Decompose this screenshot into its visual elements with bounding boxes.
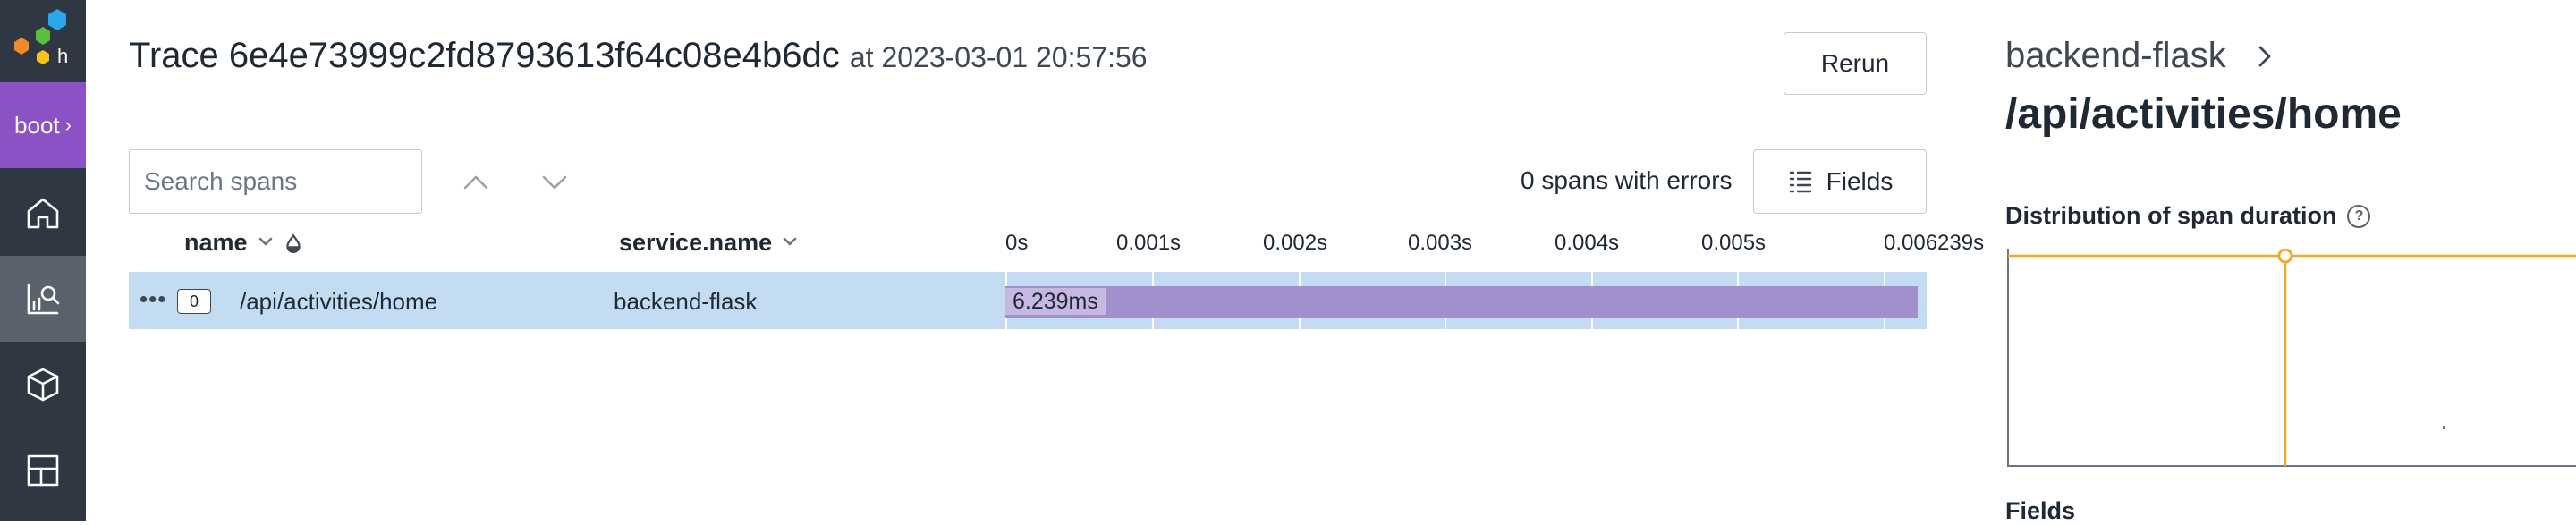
column-header-service[interactable]: service.name: [619, 229, 799, 257]
more-options-icon[interactable]: •••: [140, 285, 167, 312]
sidebar-item-query[interactable]: [0, 256, 86, 342]
trace-timestamp: at 2023-03-01 20:57:56: [849, 41, 1148, 73]
column-header-service-label: service.name: [619, 229, 773, 256]
span-duration-distribution-chart: [2007, 249, 2576, 467]
selected-span-point[interactable]: [2277, 249, 2293, 264]
span-duration-bar[interactable]: [1005, 286, 1918, 318]
chevron-down-icon: [257, 229, 275, 257]
timeline-tick-label: 0.005s: [1701, 231, 1767, 255]
column-header-name-label: name: [184, 229, 248, 256]
span-duration-label: 6.239ms: [1005, 288, 1106, 315]
svg-text:h: h: [57, 45, 68, 67]
query-icon: [27, 283, 60, 315]
environment-switcher[interactable]: boot ›: [0, 82, 86, 168]
cube-icon: [27, 368, 59, 402]
timeline-tick-label: 0s: [1005, 231, 1029, 255]
left-sidebar: h boot ›: [0, 0, 86, 521]
boards-icon: [27, 454, 59, 487]
help-icon[interactable]: ?: [2347, 204, 2371, 228]
child-count-badge[interactable]: 0: [177, 289, 211, 314]
timeline-tick-label: 0.002s: [1263, 231, 1328, 255]
sidebar-item-home[interactable]: [0, 170, 86, 256]
distribution-label: Distribution of span duration: [2005, 202, 2337, 229]
previous-match-button[interactable]: [454, 161, 497, 204]
distribution-heading: Distribution of span duration ?: [2005, 202, 2371, 230]
home-icon: [27, 198, 59, 229]
timeline-tick-label: 0.006239s: [1884, 231, 1985, 255]
honeycomb-logo-icon[interactable]: h: [11, 7, 75, 68]
span-name: /api/activities/home: [240, 288, 438, 315]
timeline-tick-label: 0.004s: [1555, 231, 1620, 255]
sidebar-item-datasets[interactable]: [0, 342, 86, 428]
chevron-up-icon: [463, 175, 488, 190]
chevron-right-icon: ›: [64, 114, 72, 136]
page-title: Trace 6e4e73999c2fd8793613f64c08e4b6dc a…: [129, 36, 1148, 76]
timeline-tick-label: 0.003s: [1408, 231, 1473, 255]
timeline-tick-label: 0.001s: [1116, 231, 1182, 255]
detail-operation-title: /api/activities/home: [2005, 90, 2402, 138]
sidebar-item-boards[interactable]: [0, 428, 86, 513]
column-header-name[interactable]: name: [184, 229, 303, 257]
next-match-button[interactable]: [533, 161, 576, 204]
chevron-right-icon: [2258, 46, 2271, 66]
drop-icon[interactable]: [284, 233, 303, 253]
rerun-button[interactable]: Rerun: [1784, 32, 1927, 95]
fields-list-icon: [1789, 171, 1811, 193]
detail-service-label: backend-flask: [2005, 36, 2226, 75]
chart-axes: [2007, 249, 2576, 467]
detail-fields-heading: Fields: [2005, 497, 2076, 524]
environment-label: boot: [14, 111, 60, 139]
span-errors-count: 0 spans with errors: [1521, 166, 1733, 194]
span-service: backend-flask: [614, 288, 758, 315]
detail-service[interactable]: backend-flask: [2005, 36, 2278, 76]
fields-button-label: Fields: [1826, 167, 1894, 195]
chevron-down-icon: [542, 175, 567, 190]
fields-button[interactable]: Fields: [1753, 149, 1927, 214]
trace-title: Trace 6e4e73999c2fd8793613f64c08e4b6dc: [129, 36, 840, 75]
chevron-down-icon: [781, 229, 799, 257]
search-spans-input[interactable]: [129, 149, 422, 214]
